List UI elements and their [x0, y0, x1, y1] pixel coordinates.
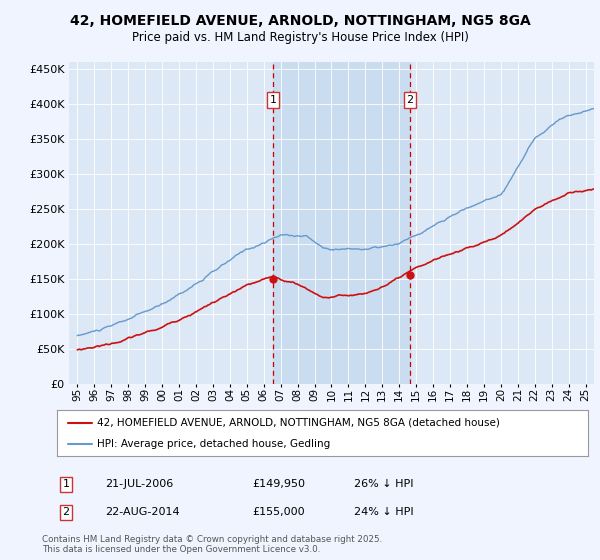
Bar [273, 62, 410, 384]
Text: 22-AUG-2014: 22-AUG-2014 [105, 507, 179, 517]
Text: £155,000: £155,000 [252, 507, 305, 517]
Text: Contains HM Land Registry data © Crown copyright and database right 2025.
This d: Contains HM Land Registry data © Crown c… [42, 535, 382, 554]
Text: 24% ↓ HPI: 24% ↓ HPI [354, 507, 413, 517]
Text: £149,950: £149,950 [252, 479, 305, 489]
Text: 42, HOMEFIELD AVENUE, ARNOLD, NOTTINGHAM, NG5 8GA: 42, HOMEFIELD AVENUE, ARNOLD, NOTTINGHAM… [70, 14, 530, 28]
Text: 26% ↓ HPI: 26% ↓ HPI [354, 479, 413, 489]
Text: 2: 2 [407, 95, 413, 105]
Text: 1: 1 [269, 95, 277, 105]
Text: HPI: Average price, detached house, Gedling: HPI: Average price, detached house, Gedl… [97, 439, 330, 449]
Text: 2: 2 [62, 507, 70, 517]
Text: Price paid vs. HM Land Registry's House Price Index (HPI): Price paid vs. HM Land Registry's House … [131, 31, 469, 44]
Text: 1: 1 [62, 479, 70, 489]
Text: 21-JUL-2006: 21-JUL-2006 [105, 479, 173, 489]
Text: 42, HOMEFIELD AVENUE, ARNOLD, NOTTINGHAM, NG5 8GA (detached house): 42, HOMEFIELD AVENUE, ARNOLD, NOTTINGHAM… [97, 418, 500, 428]
